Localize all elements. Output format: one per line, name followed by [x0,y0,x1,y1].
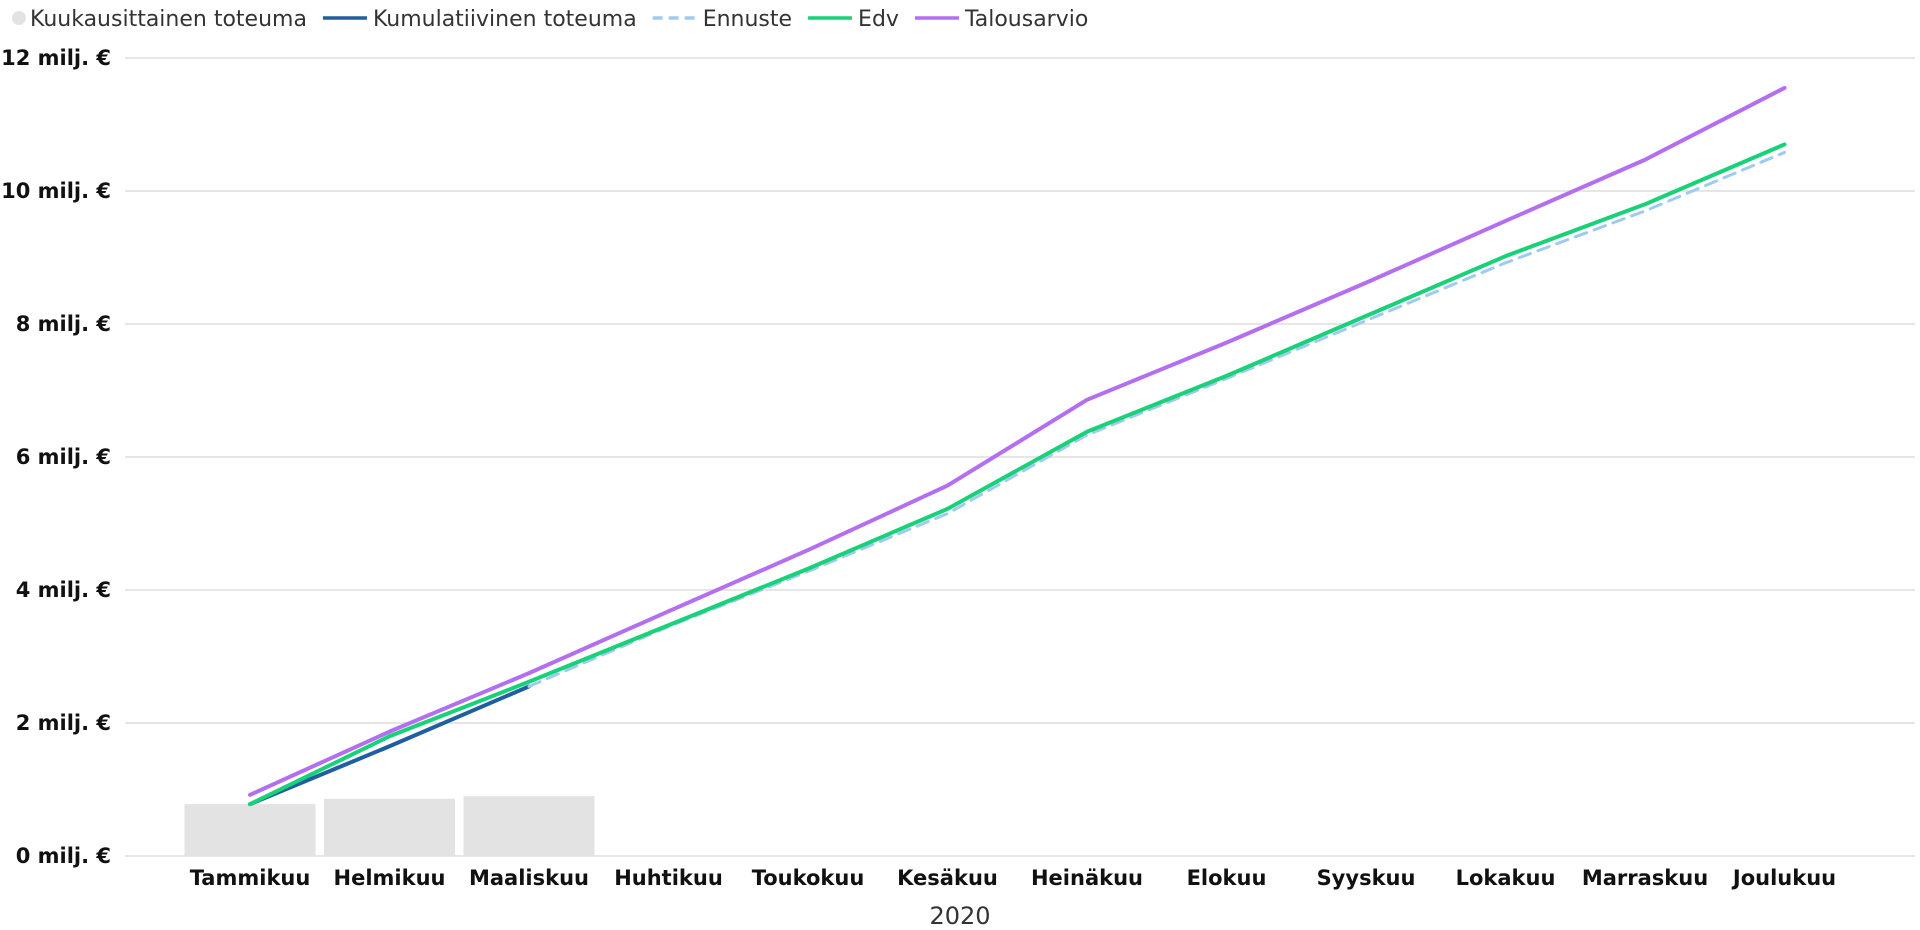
legend-item-kumulatiivinen-toteuma[interactable]: Kumulatiivinen toteuma [322,7,637,32]
x-axis-title: 2020 [929,902,990,930]
bar-kuukausittainen-toteuma-tammikuu[interactable] [184,804,316,856]
legend-label: Talousarvio [964,7,1088,32]
x-tick-label: Tammikuu [190,866,311,890]
y-axis: 0 milj. € 2 milj. € 4 milj. € 6 milj. € 8 mi… [1,46,111,868]
x-tick-label: Maaliskuu [469,866,589,890]
legend[interactable]: Kuukausittainen toteuma Kumulatiivinen to… [12,7,1088,32]
x-tick-label: Joulukuu [1731,866,1836,890]
x-tick-label: Huhtikuu [614,866,723,890]
legend-item-ennuste[interactable]: Ennuste [652,7,792,32]
x-tick-label: Syyskuu [1317,866,1416,890]
series-lines [248,85,1787,807]
legend-item-kuukausittainen-toteuma[interactable]: Kuukausittainen toteuma [12,7,307,32]
bar-kuukausittainen-toteuma-helmikuu[interactable] [324,798,455,856]
x-tick-label: Toukokuu [752,866,865,890]
x-tick-label: Marraskuu [1582,866,1708,890]
bar-kuukausittainen-toteuma-maaliskuu[interactable] [463,796,595,856]
legend-label: Ennuste [703,7,792,32]
series-line-talousarvio[interactable] [248,85,1787,797]
legend-label: Kumulatiivinen toteuma [373,7,637,32]
series-line-edv[interactable] [248,142,1787,807]
y-tick-label: 6 milj. € [16,445,111,469]
legend-label: Kuukausittainen toteuma [30,7,307,32]
y-tick-label: 4 milj. € [16,578,111,602]
y-tick-label: 12 milj. € [1,46,111,70]
x-tick-label: Kesäkuu [897,866,998,890]
y-tick-label: 2 milj. € [16,711,111,735]
legend-marker [12,11,26,25]
y-tick-label: 10 milj. € [1,179,111,203]
legend-item-edv[interactable]: Edv [808,7,899,32]
legend-label: Edv [858,7,899,32]
x-tick-label: Elokuu [1187,866,1267,890]
x-tick-label: Heinäkuu [1031,866,1143,890]
x-axis: Tammikuu Helmikuu Maaliskuu Huhtikuu Toukoku… [190,866,1836,890]
series-line-kumulatiivinen-toteuma[interactable] [248,684,531,807]
y-tick-label: 8 milj. € [16,312,111,336]
legend-item-talousarvio[interactable]: Talousarvio [914,7,1088,32]
y-tick-label: 0 milj. € [16,844,111,868]
x-tick-label: Helmikuu [334,866,446,890]
x-tick-label: Lokakuu [1456,866,1556,890]
bars [184,796,595,856]
